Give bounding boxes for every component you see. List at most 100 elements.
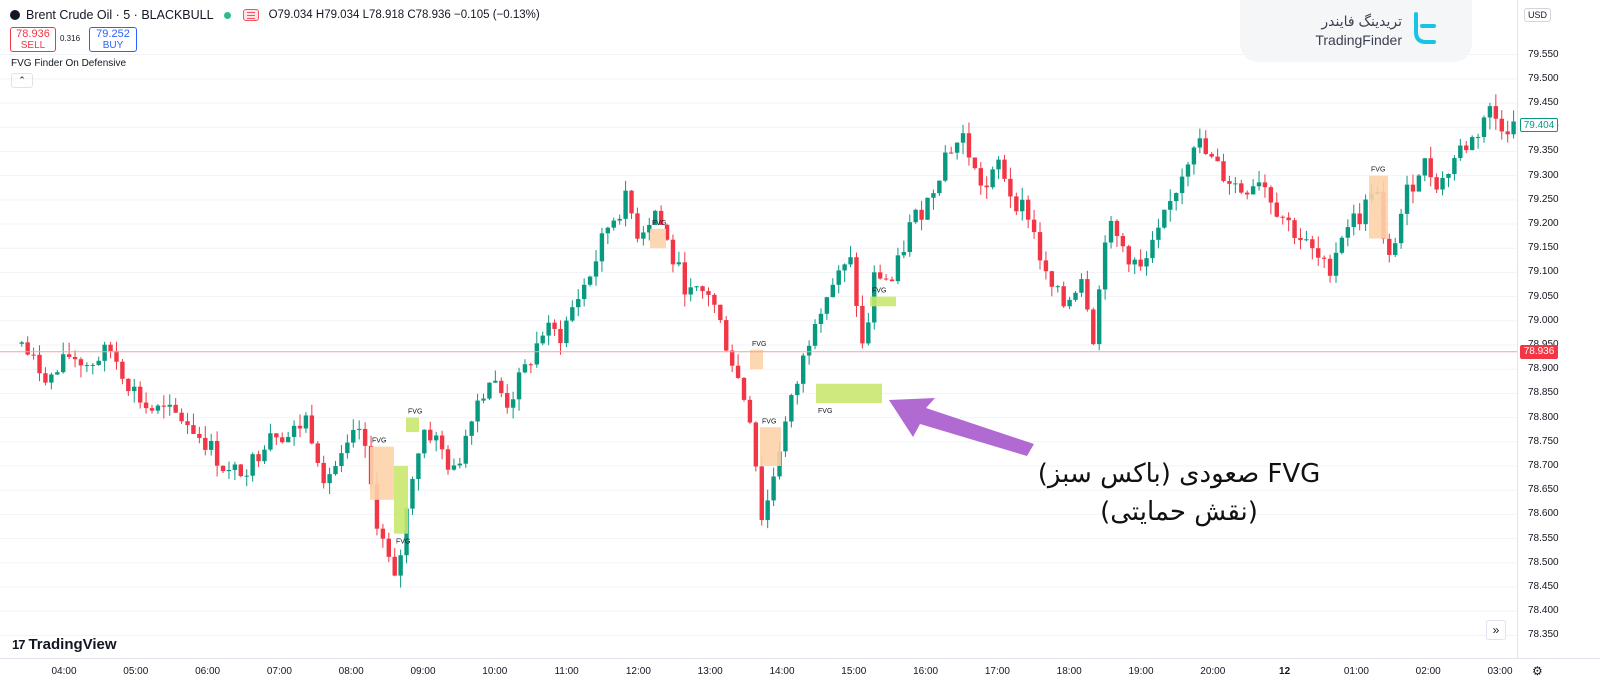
bearish-candle: [972, 157, 978, 169]
bearish-fvg-box: [370, 446, 394, 500]
bearish-candle: [966, 133, 972, 158]
bearish-candle: [949, 152, 954, 154]
bearish-candle: [256, 454, 261, 462]
bullish-candle: [1233, 183, 1238, 185]
bearish-candle: [729, 350, 735, 366]
bullish-candle: [546, 322, 551, 336]
bearish-candle: [1274, 202, 1279, 217]
bullish-candle: [1102, 242, 1108, 290]
bearish-candle: [552, 322, 557, 329]
price-tick-label: 78.450: [1528, 580, 1559, 592]
bullish-candle: [457, 463, 463, 466]
bearish-candle: [143, 402, 149, 409]
bullish-candle: [641, 232, 646, 239]
sell-button[interactable]: 78.936 SELL: [10, 27, 56, 52]
bearish-candle: [499, 380, 504, 394]
visibility-toggle-icon[interactable]: [242, 9, 259, 21]
bullish-candle: [1511, 121, 1516, 135]
bearish-candle: [1120, 235, 1126, 247]
time-tick-label: 05:00: [123, 666, 149, 677]
bearish-candle: [173, 404, 178, 413]
currency-selector[interactable]: USD: [1524, 8, 1552, 22]
price-tick-label: 78.550: [1528, 532, 1559, 544]
bearish-candle: [682, 262, 687, 295]
bullish-candle: [345, 442, 350, 454]
bullish-candle: [61, 354, 66, 373]
market-status-icon: [223, 11, 231, 19]
bearish-candle: [1268, 187, 1274, 203]
bullish-candle: [1055, 286, 1060, 288]
candlestick-chart[interactable]: FVG FVG FVG FVG FVG FVG FVG FVG FVG: [0, 0, 1517, 658]
bearish-candle: [386, 538, 391, 557]
bearish-candle: [1464, 145, 1469, 151]
bullish-candle: [954, 142, 960, 153]
bearish-candle: [108, 344, 113, 351]
symbol-title[interactable]: Brent Crude Oil · 5 · BLACKBULL: [26, 8, 214, 22]
bullish-candle: [937, 180, 942, 194]
bullish-candle: [842, 264, 847, 271]
bearish-candle: [1387, 238, 1392, 255]
bearish-candle: [120, 361, 125, 379]
price-tick-label: 78.950: [1528, 339, 1559, 350]
price-axis[interactable]: [1517, 0, 1600, 658]
bullish-candle: [1304, 239, 1309, 241]
indicator-title[interactable]: FVG Finder On Defensive: [11, 58, 127, 69]
buy-button[interactable]: 79.252 BUY: [89, 27, 137, 52]
bullish-candle: [564, 320, 569, 344]
chevron-up-icon[interactable]: ⌃: [11, 73, 33, 88]
gear-icon[interactable]: ⚙: [1532, 664, 1543, 678]
bullish-candle: [90, 364, 95, 366]
tradingview-logo[interactable]: 17 TradingView: [12, 636, 117, 653]
bearish-candle: [1505, 131, 1510, 135]
bearish-candle: [747, 399, 753, 423]
bullish-candle: [795, 383, 800, 396]
bearish-candle: [753, 422, 759, 467]
bearish-candle: [558, 328, 563, 344]
time-tick-label: 07:00: [266, 666, 292, 677]
bullish-candle: [694, 286, 699, 288]
bearish-candle: [72, 356, 78, 360]
bearish-candle: [1049, 271, 1055, 287]
scroll-to-realtime-icon[interactable]: »: [1486, 620, 1506, 640]
bullish-candle: [487, 382, 492, 399]
bearish-candle: [860, 305, 865, 344]
bullish-candle: [327, 474, 332, 484]
bullish-candle: [806, 345, 812, 356]
bearish-candle: [1008, 178, 1013, 197]
bullish-candle: [789, 395, 794, 422]
bullish-candle: [463, 435, 468, 464]
price-tick-label: 79.100: [1528, 266, 1559, 278]
price-tick-label: 79.550: [1528, 48, 1559, 60]
bullish-candle: [1197, 138, 1203, 148]
bearish-candle: [1262, 182, 1268, 188]
bearish-candle: [1025, 199, 1031, 220]
chart-area[interactable]: FVG FVG FVG FVG FVG FVG FVG FVG FVG: [0, 0, 1517, 658]
bullish-candle: [996, 159, 1001, 170]
bearish-candle: [1428, 158, 1433, 178]
bearish-candle: [1245, 192, 1250, 195]
bullish-candle: [475, 400, 480, 422]
bearish-candle: [214, 440, 220, 466]
price-tick-label: 78.800: [1528, 411, 1559, 423]
bearish-candle: [137, 386, 143, 403]
bullish-candle: [1339, 237, 1345, 253]
bearish-candle: [1203, 138, 1208, 154]
bullish-candle: [1469, 137, 1475, 151]
bullish-candle: [1333, 252, 1339, 276]
bullish-candle: [1345, 227, 1351, 238]
time-tick-label: 20:00: [1200, 666, 1226, 677]
price-tick-label: 79.450: [1528, 97, 1559, 109]
bullish-candle: [209, 440, 214, 450]
bearish-candle: [889, 279, 895, 282]
bullish-candle: [303, 415, 309, 429]
bearish-candle: [1321, 257, 1327, 259]
bullish-candle: [1079, 279, 1084, 293]
time-axis[interactable]: [0, 658, 1600, 700]
bullish-candle: [1481, 117, 1487, 137]
bullish-candle: [913, 209, 918, 223]
bullish-candle: [262, 449, 267, 462]
bullish-candle: [653, 210, 658, 225]
bullish-candle: [611, 220, 616, 228]
tradingfinder-logo-icon: [1414, 12, 1436, 44]
bullish-candle: [1073, 292, 1078, 300]
